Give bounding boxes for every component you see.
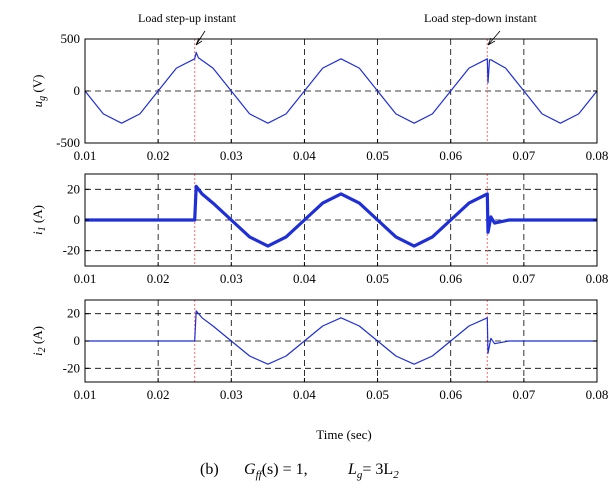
- caption-formula-2: Lg= 3L2: [347, 461, 399, 481]
- x-tick-label: 0.08: [586, 271, 609, 286]
- x-tick-label: 0.04: [293, 387, 316, 402]
- x-tick-label: 0.02: [147, 271, 170, 286]
- x-tick-label: 0.06: [439, 387, 462, 402]
- y-tick-label: 20: [67, 181, 80, 196]
- y-tick-label: 500: [61, 31, 81, 46]
- caption-g-sub: ff: [256, 469, 264, 481]
- x-tick-label: 0.06: [439, 271, 462, 286]
- caption-l: L: [347, 461, 357, 478]
- step-up-annotation: Load step-up instant: [138, 11, 237, 25]
- caption-l-sub2: 2: [393, 469, 399, 481]
- x-tick-label: 0.07: [512, 148, 535, 163]
- y-axis-label: i2 (A): [30, 326, 48, 356]
- y-tick-label: 0: [74, 212, 81, 227]
- y-axis-label: i1 (A): [30, 205, 48, 235]
- x-tick-label: 0.05: [366, 271, 389, 286]
- caption-label: (b): [200, 461, 219, 478]
- series-line-2-1: [85, 184, 597, 248]
- series-line-1-1: [84, 51, 598, 124]
- x-tick-label: 0.05: [366, 387, 389, 402]
- x-tick-label: 0.03: [220, 148, 243, 163]
- x-tick-label: 0.01: [74, 387, 97, 402]
- caption-g: G: [244, 461, 256, 478]
- y-tick-label: 0: [74, 333, 81, 348]
- caption-formula-1: Gff(s) = 1,: [244, 461, 308, 481]
- y-tick-label: -500: [56, 135, 80, 150]
- x-tick-label: 0.07: [512, 271, 535, 286]
- y-tick-label: 0: [74, 83, 81, 98]
- panel-3: 20 0 -20 0.01 0.02 0.03 0.04 0.05 0.06 0.07 0.08 i2…: [30, 299, 609, 402]
- series-line-3-1: [85, 310, 597, 365]
- step-up-arrow: [195, 30, 206, 46]
- caption: (b) Gff(s) = 1, Lg= 3L2: [200, 461, 399, 481]
- y-tick-label: -20: [63, 243, 80, 258]
- x-tick-label: 0.03: [220, 271, 243, 286]
- x-tick-label: 0.03: [220, 387, 243, 402]
- step-down-arrow: [487, 30, 501, 46]
- x-tick-label: 0.01: [74, 271, 97, 286]
- x-axis-label: Time (sec): [316, 427, 372, 442]
- x-tick-label: 0.08: [586, 387, 609, 402]
- x-tick-label: 0.01: [74, 148, 97, 163]
- x-tick-label: 0.07: [512, 387, 535, 402]
- step-down-annotation: Load step-down instant: [424, 11, 537, 25]
- x-tick-label: 0.02: [147, 148, 170, 163]
- panel-2: 20 0 -20 0.01 0.02 0.03 0.04 0.05 0.06 0.07 0.08 i1…: [30, 173, 609, 286]
- x-tick-label: 0.04: [293, 271, 316, 286]
- x-tick-label: 0.04: [293, 148, 316, 163]
- x-tick-label: 0.08: [586, 148, 609, 163]
- caption-l-sub: g: [357, 469, 363, 481]
- y-axis-label: ug (V): [30, 75, 48, 108]
- y-tick-label: -20: [63, 360, 80, 375]
- x-tick-label: 0.05: [366, 148, 389, 163]
- caption-g-rest: (s) = 1,: [262, 461, 308, 478]
- y-tick-label: 20: [67, 306, 80, 321]
- x-tick-label: 0.02: [147, 387, 170, 402]
- x-tick-label: 0.06: [439, 148, 462, 163]
- caption-l-rest: = 3L: [362, 461, 393, 478]
